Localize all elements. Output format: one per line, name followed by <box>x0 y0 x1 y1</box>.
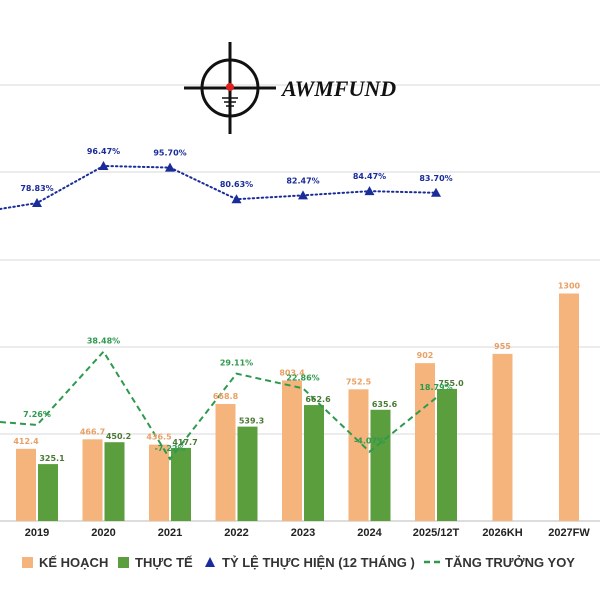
bars-layer <box>16 293 579 521</box>
bar-thuc-te-2025/12T <box>437 388 457 521</box>
bar-ke-hoach-2019 <box>16 448 36 521</box>
x-tick-2023: 2023 <box>291 527 315 539</box>
label-tang-truong-2022: 29.11% <box>220 359 253 368</box>
x-tick-2021: 2021 <box>158 527 182 539</box>
bar-thuc-te-2020 <box>104 442 125 521</box>
marker-ty-le-2020 <box>98 160 109 170</box>
x-tick-2027FW: 2027FW <box>548 527 590 539</box>
bar-thuc-te-2022 <box>237 426 258 521</box>
label-ke-hoach-2027FW: 1300 <box>558 282 581 291</box>
bar-thuc-te-2024 <box>370 409 391 521</box>
brand-logo: AWMFUND <box>184 42 396 134</box>
line-ty-le-thuc-hien <box>0 164 437 210</box>
legend-swatch-0 <box>22 557 33 568</box>
line-tang-truong-yoy <box>0 349 437 461</box>
label-ke-hoach-2026KH: 955 <box>494 342 511 351</box>
label-ty-le-2024: 84.47% <box>353 172 386 181</box>
label-thuc-te-2020: 450.2 <box>106 432 131 441</box>
label-tang-truong-2020: 38.48% <box>87 337 120 346</box>
bar-ke-hoach-2024 <box>348 389 369 521</box>
bar-ke-hoach-2026KH <box>492 353 513 521</box>
label-tang-truong-2019: 7.26% <box>23 410 51 419</box>
brand-name: AWMFUND <box>280 76 396 101</box>
label-thuc-te-2021: 417.7 <box>172 438 197 447</box>
bar-ke-hoach-2023 <box>282 380 302 521</box>
x-tick-2024: 2024 <box>357 527 382 539</box>
label-ke-hoach-2019: 412.4 <box>13 437 39 446</box>
marker-ty-le-2021 <box>165 162 175 172</box>
label-thuc-te-2025/12T: 755.0 <box>438 379 464 388</box>
bar-thuc-te-2021 <box>171 447 191 521</box>
label-ty-le-2023: 82.47% <box>286 176 319 185</box>
label-ke-hoach-2021: 436.5 <box>146 433 172 442</box>
marker-ty-le-2019 <box>32 198 42 207</box>
bar-ke-hoach-2025/12T <box>415 363 435 521</box>
x-axis-ticks: 2019 2020 2021 2022 2023 2024 2025/12T 2026KH 20… <box>25 527 591 539</box>
label-ke-hoach-2024: 752.5 <box>346 377 372 386</box>
marker-ty-le-2022 <box>231 194 242 204</box>
bar-ke-hoach-2021 <box>149 444 169 521</box>
label-ty-le-2019: 78.83% <box>20 184 53 193</box>
legend-label-0: KẾ HOẠCH <box>39 555 108 570</box>
bar-thuc-te-2019 <box>38 464 58 521</box>
label-tang-truong-2024: -4.07% <box>354 437 385 446</box>
label-ty-le-2025/12T: 83.70% <box>419 174 452 183</box>
x-tick-2026KH: 2026KH <box>482 527 522 539</box>
crosshair-icon <box>184 42 276 134</box>
bar-ke-hoach-2027FW <box>559 293 579 521</box>
x-tick-2019: 2019 <box>25 527 49 539</box>
label-thuc-te-2019: 325.1 <box>39 454 65 463</box>
label-tang-truong-2023: 22.86% <box>286 373 319 382</box>
legend-swatch-1 <box>118 557 129 568</box>
label-tang-truong-2025/12T: 18.79% <box>419 383 452 392</box>
label-ke-hoach-2020: 466.7 <box>80 427 105 436</box>
marker-ty-le-2024 <box>364 186 375 196</box>
label-ke-hoach-2022: 668.8 <box>213 392 239 401</box>
legend-label-2: TỶ LỆ THỰC HIỆN (12 THÁNG ) <box>222 555 415 570</box>
bar-ke-hoach-2022 <box>215 403 236 521</box>
label-thuc-te-2023: 662.6 <box>305 395 331 404</box>
legend-label-1: THỰC TẾ <box>135 555 193 570</box>
label-thuc-te-2022: 539.3 <box>239 417 264 426</box>
legend-swatch-2 <box>205 557 215 567</box>
bar-thuc-te-2023 <box>304 405 324 521</box>
marker-ty-le-2023 <box>298 190 308 200</box>
x-tick-2025/12T: 2025/12T <box>413 527 460 539</box>
lines-layer <box>0 160 441 461</box>
label-ke-hoach-2025/12T: 902 <box>417 351 434 360</box>
marker-ty-le-2025/12T <box>431 187 441 197</box>
x-tick-2022: 2022 <box>224 527 248 539</box>
legend: KẾ HOẠCH THỰC TẾ TỶ LỆ THỰC HIỆN (12 THÁNG… <box>22 555 575 570</box>
label-thuc-te-2024: 635.6 <box>372 400 398 409</box>
label-ke-hoach-2023: 803.4 <box>279 368 305 377</box>
label-ty-le-2020: 96.47% <box>87 147 120 156</box>
x-tick-2020: 2020 <box>91 527 115 539</box>
bar-ke-hoach-2020 <box>82 439 103 521</box>
label-ty-le-2022: 80.63% <box>220 180 253 189</box>
label-ty-le-2021: 95.70% <box>153 149 186 158</box>
legend-label-3: TĂNG TRƯỞNG YOY <box>445 555 575 570</box>
label-tang-truong-2021: -7.22% <box>154 444 185 453</box>
